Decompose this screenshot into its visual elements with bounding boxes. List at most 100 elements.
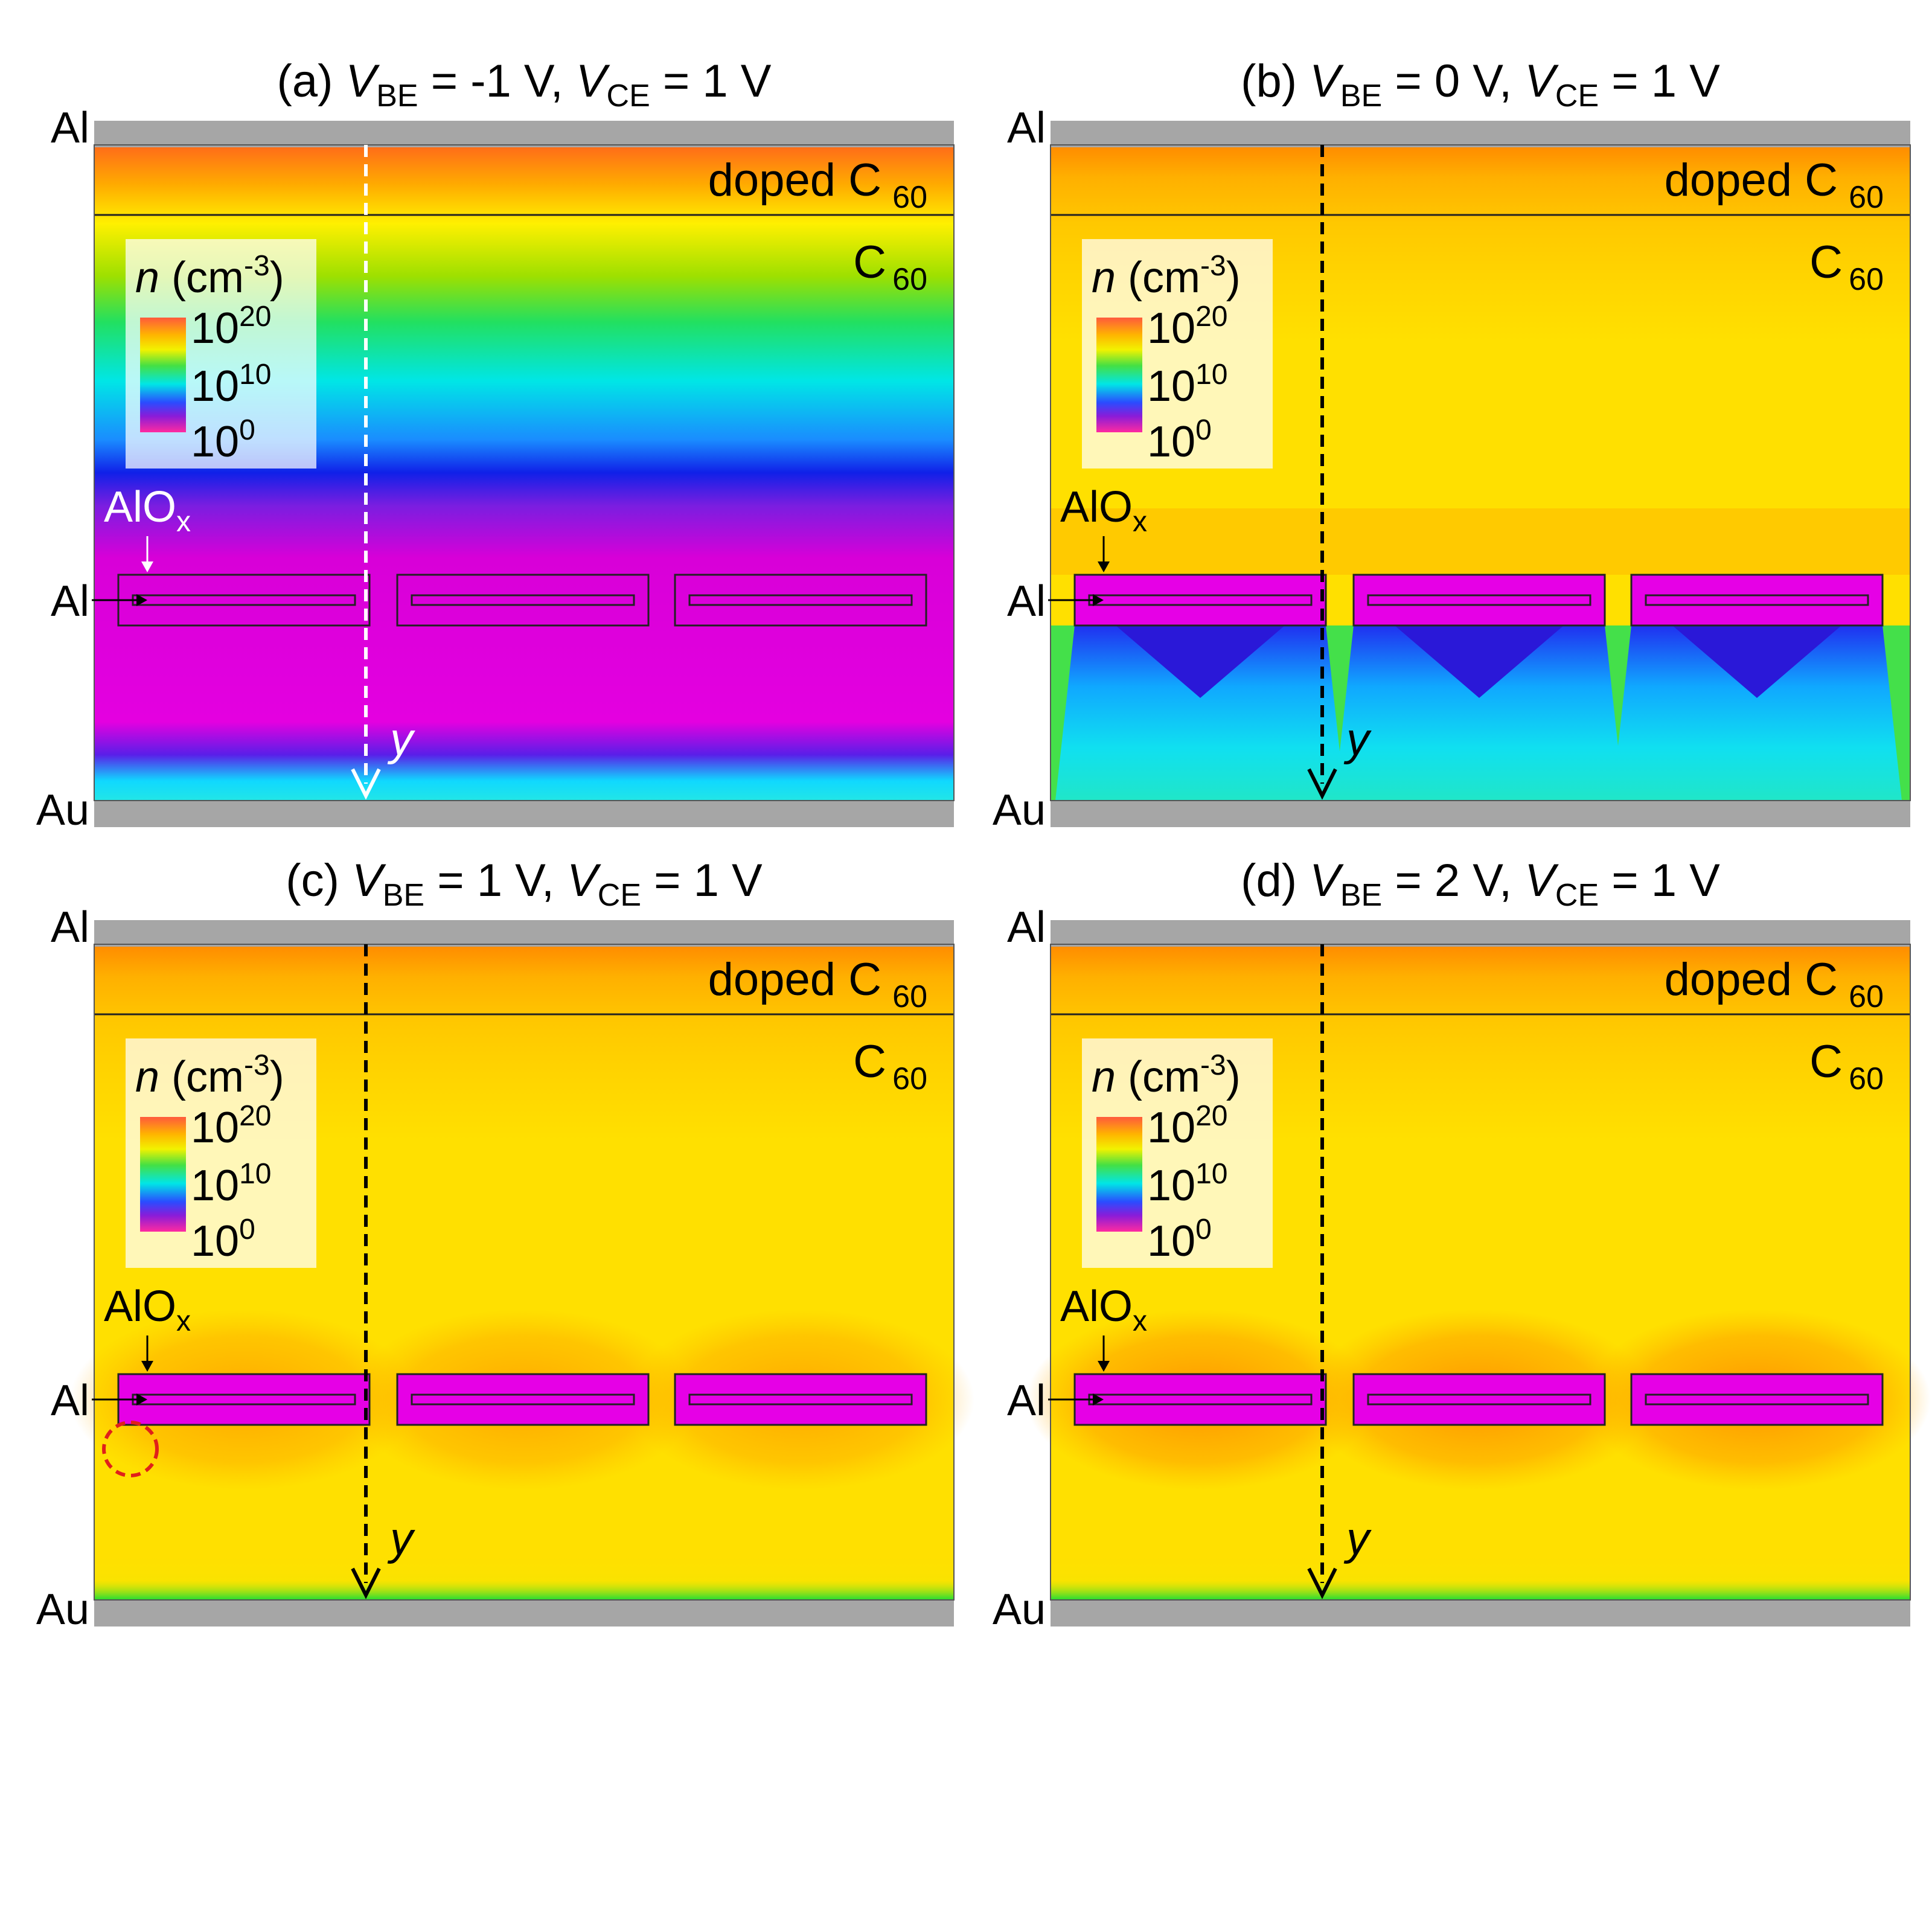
colorbar-tick-label: 1010 <box>1147 1158 1227 1210</box>
top-electrode-label: Al <box>51 104 89 152</box>
panel-title: (b) VBE = 0 V, VCE = 1 V <box>1241 56 1720 114</box>
y-axis-arrowhead <box>351 1567 381 1599</box>
depletion-core <box>1395 625 1564 698</box>
alox-shell <box>1073 574 1327 627</box>
base-electrode-label: Al <box>1007 1377 1046 1425</box>
colorbar-tick-label: 1020 <box>1147 1100 1227 1152</box>
bottom-electrode-label: Au <box>993 786 1046 834</box>
legend-title: n (cm-3) <box>1092 1049 1241 1101</box>
alox-shell <box>117 1373 371 1426</box>
accumulation-halo <box>1051 508 1910 575</box>
depletion-core <box>1116 625 1285 698</box>
alox-shell <box>1352 574 1606 627</box>
doped-c60-label: doped C <box>708 954 881 1005</box>
colorbar-tick-label: 100 <box>191 1214 255 1265</box>
top-al-electrode <box>94 920 954 947</box>
legend-title: n (cm-3) <box>135 250 284 302</box>
base-electrode-label: Al <box>1007 577 1046 625</box>
c60-label: C <box>1809 1036 1843 1087</box>
bottom-au-electrode <box>1051 1600 1910 1627</box>
y-axis-arrowhead <box>1307 768 1337 800</box>
bottom-electrode-label: Au <box>36 786 89 834</box>
edge-marker-circle <box>102 1421 159 1477</box>
y-axis-label: y <box>1343 714 1372 765</box>
colorbar <box>1096 1117 1142 1232</box>
alox-shell <box>674 1373 927 1426</box>
al-base-strip <box>1367 1393 1591 1406</box>
doped-c60-label: doped C <box>1665 954 1838 1005</box>
panel-frame <box>1050 944 1911 1601</box>
c60-label: C <box>853 237 886 288</box>
colorbar-tick-label: 1020 <box>191 1100 271 1152</box>
depletion-core <box>1672 625 1841 698</box>
al-base-strip <box>688 594 913 606</box>
alox-pointer-head <box>141 561 153 572</box>
doped-c60-sub: 60 <box>1849 180 1884 215</box>
c60-sub: 60 <box>1849 1061 1884 1096</box>
alox-label: AlOx <box>1060 1282 1147 1337</box>
doped-c60-sub: 60 <box>892 180 927 215</box>
colorbar-tick-label: 1010 <box>191 359 271 411</box>
bottom-electrode-label: Au <box>993 1585 1046 1634</box>
al-base-strip <box>688 1393 913 1406</box>
au-interface-band <box>1051 1552 1910 1600</box>
bottom-au-electrode <box>94 801 954 827</box>
al-base-strip <box>1367 594 1591 606</box>
y-axis-label: y <box>387 714 415 765</box>
colorbar-tick-label: 100 <box>191 414 255 466</box>
alox-shell <box>1630 1373 1884 1426</box>
top-al-electrode <box>1051 121 1910 147</box>
top-al-electrode <box>1051 920 1910 947</box>
y-axis-label: y <box>387 1513 415 1564</box>
bottom-au-electrode <box>94 1600 954 1627</box>
bottom-au-electrode <box>1051 801 1910 827</box>
depletion-cone <box>1055 625 1345 801</box>
base-electrode-label: Al <box>51 1377 89 1425</box>
c60-sub: 60 <box>892 262 927 297</box>
doped-c60-label: doped C <box>1665 155 1838 206</box>
alox-label: AlOx <box>104 483 191 538</box>
base-pointer-head <box>136 1393 147 1406</box>
al-base-strip <box>1645 1393 1869 1406</box>
alox-shell <box>1630 574 1884 627</box>
y-axis-arrowhead <box>1307 1567 1337 1599</box>
panel-a: (a) VBE = -1 V, VCE = 1 V Al Al Au AlOx doped… <box>36 56 955 834</box>
c60-label: C <box>1809 237 1843 288</box>
c60-sub: 60 <box>892 1061 927 1096</box>
base-pointer-head <box>1093 1393 1104 1406</box>
colorbar-tick-label: 100 <box>1147 1214 1212 1265</box>
colorbar <box>140 1117 186 1232</box>
top-electrode-label: Al <box>1007 104 1046 152</box>
top-electrode-label: Al <box>1007 903 1046 952</box>
legend-title: n (cm-3) <box>135 1049 284 1101</box>
colorbar-tick-label: 1010 <box>1147 359 1227 411</box>
alox-shell <box>1352 1373 1606 1426</box>
alox-label: AlOx <box>104 1282 191 1337</box>
base-pointer-head <box>1093 594 1104 606</box>
alox-label: AlOx <box>1060 483 1147 538</box>
depletion-cone <box>1334 625 1624 801</box>
top-al-electrode <box>94 121 954 147</box>
panel-title: (a) VBE = -1 V, VCE = 1 V <box>277 56 772 114</box>
bottom-electrode-label: Au <box>36 1585 89 1634</box>
au-interface-band <box>94 1552 954 1600</box>
alox-shell <box>1073 1373 1327 1426</box>
alox-pointer-head <box>1098 1361 1110 1372</box>
doped-c60-sub: 60 <box>1849 979 1884 1014</box>
colorbar-tick-label: 1010 <box>191 1158 271 1210</box>
panel-title: (d) VBE = 2 V, VCE = 1 V <box>1241 855 1720 913</box>
c60-sub: 60 <box>1849 262 1884 297</box>
alox-shell <box>396 574 650 627</box>
panel-frame <box>94 944 955 1601</box>
colorbar <box>1096 318 1142 432</box>
doped-c60-sub: 60 <box>892 979 927 1014</box>
panel-title: (c) VBE = 1 V, VCE = 1 V <box>286 855 763 913</box>
y-axis-label: y <box>1343 1513 1372 1564</box>
c60-label: C <box>853 1036 886 1087</box>
legend-title: n (cm-3) <box>1092 250 1241 302</box>
